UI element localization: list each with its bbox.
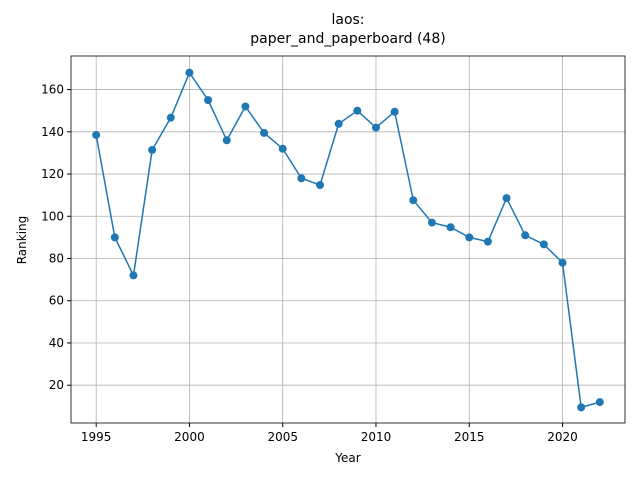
x-tick-label: 2010	[361, 430, 392, 444]
data-point	[558, 258, 567, 267]
chart-title: laos:	[331, 12, 364, 28]
y-tick-label: 40	[49, 336, 64, 350]
data-point	[222, 136, 231, 145]
data-point	[465, 233, 474, 242]
y-tick-label: 20	[49, 378, 64, 392]
y-tick-label: 120	[41, 167, 64, 181]
data-point	[185, 68, 194, 77]
data-point	[371, 123, 380, 132]
data-point	[521, 231, 530, 240]
data-point	[110, 233, 119, 242]
data-point	[166, 113, 175, 122]
data-point	[316, 181, 325, 190]
data-point	[148, 145, 157, 154]
x-tick-label: 2005	[267, 430, 298, 444]
y-tick-label: 80	[49, 252, 64, 266]
data-point	[241, 102, 250, 111]
y-tick-label: 140	[41, 125, 64, 139]
x-tick-label: 2015	[454, 430, 485, 444]
data-point	[446, 223, 455, 232]
y-tick-label: 60	[49, 294, 64, 308]
data-line	[95, 71, 601, 409]
x-tick-label: 1995	[81, 430, 112, 444]
data-point	[260, 128, 269, 137]
plot-frame	[70, 55, 626, 424]
data-point	[92, 130, 101, 139]
data-point	[204, 96, 213, 105]
data-point	[334, 119, 343, 128]
data-point	[502, 194, 511, 203]
data-point	[129, 271, 138, 280]
x-tick-label: 2000	[174, 430, 205, 444]
data-point	[427, 218, 436, 227]
data-point	[539, 240, 548, 249]
y-tick-label: 160	[41, 83, 64, 97]
data-point	[297, 174, 306, 183]
y-tick-label: 100	[41, 209, 64, 223]
y-axis-label: Ranking	[15, 216, 29, 265]
data-point	[595, 398, 604, 407]
data-point	[390, 107, 399, 116]
data-point	[353, 106, 362, 115]
data-point	[483, 237, 492, 246]
chart-subtitle: paper_and_paperboard (48)	[250, 31, 445, 47]
x-tick-label: 2020	[547, 430, 578, 444]
data-point	[409, 196, 418, 205]
data-point	[278, 144, 287, 153]
x-axis-label: Year	[334, 451, 360, 465]
data-point	[577, 403, 586, 412]
